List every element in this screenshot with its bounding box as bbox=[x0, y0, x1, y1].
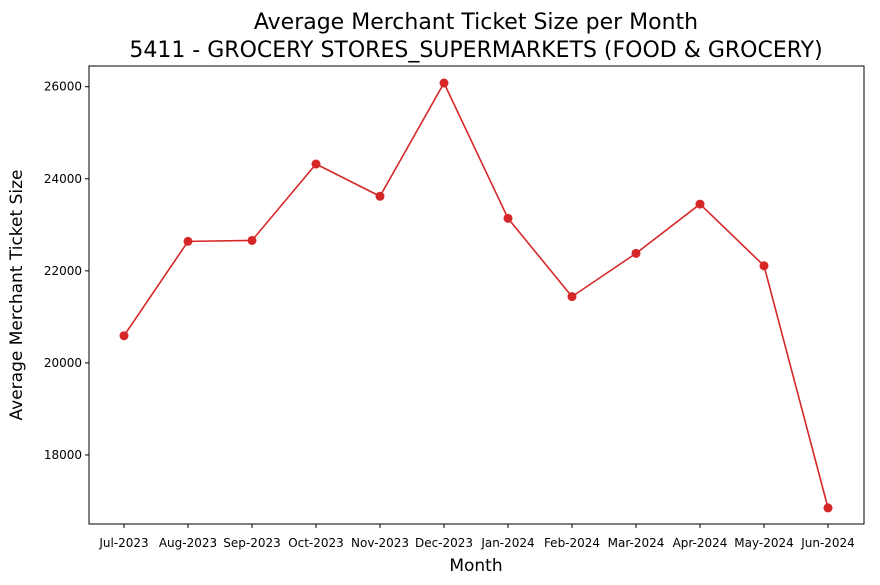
data-point bbox=[695, 199, 705, 209]
data-point bbox=[503, 213, 513, 223]
y-tick-label: 22000 bbox=[44, 264, 82, 278]
data-point bbox=[311, 159, 321, 169]
chart-title: Average Merchant Ticket Size per Month bbox=[254, 10, 698, 35]
data-point bbox=[823, 503, 833, 513]
x-tick-label: Feb-2024 bbox=[544, 536, 600, 550]
x-tick-label: Dec-2023 bbox=[415, 536, 473, 550]
x-tick-label: Oct-2023 bbox=[288, 536, 344, 550]
x-tick-label: Sep-2023 bbox=[223, 536, 281, 550]
data-point bbox=[375, 191, 385, 201]
y-tick-label: 18000 bbox=[44, 448, 82, 462]
y-tick-label: 24000 bbox=[44, 172, 82, 186]
data-point bbox=[567, 292, 577, 302]
y-tick-label: 26000 bbox=[44, 80, 82, 94]
x-tick-label: Mar-2024 bbox=[608, 536, 665, 550]
y-axis: 18000 20000 22000 24000 26000 bbox=[44, 80, 89, 462]
x-tick-label: Nov-2023 bbox=[351, 536, 409, 550]
data-point bbox=[759, 261, 769, 271]
series-group bbox=[119, 78, 833, 513]
x-tick-label: Jun-2024 bbox=[800, 536, 855, 550]
x-axis-label: Month bbox=[449, 556, 502, 576]
chart-subtitle: 5411 - GROCERY STORES_SUPERMARKETS (FOOD… bbox=[129, 38, 822, 63]
x-tick-label: Aug-2023 bbox=[159, 536, 217, 550]
y-axis-label: Average Merchant Ticket Size bbox=[7, 170, 27, 421]
x-tick-label: Apr-2024 bbox=[673, 536, 728, 550]
data-point bbox=[631, 248, 641, 258]
x-tick-label: May-2024 bbox=[734, 536, 793, 550]
data-point bbox=[183, 236, 193, 246]
x-axis: Jul-2023 Aug-2023 Sep-2023 Oct-2023 Nov-2023… bbox=[98, 524, 855, 550]
data-point bbox=[439, 78, 449, 88]
y-tick-label: 20000 bbox=[44, 356, 82, 370]
data-point bbox=[247, 235, 257, 245]
x-tick-label: Jan-2024 bbox=[480, 536, 534, 550]
series-line bbox=[123, 81, 829, 509]
plot-area bbox=[88, 65, 865, 525]
data-point bbox=[119, 331, 129, 341]
x-tick-label: Jul-2023 bbox=[98, 536, 148, 550]
